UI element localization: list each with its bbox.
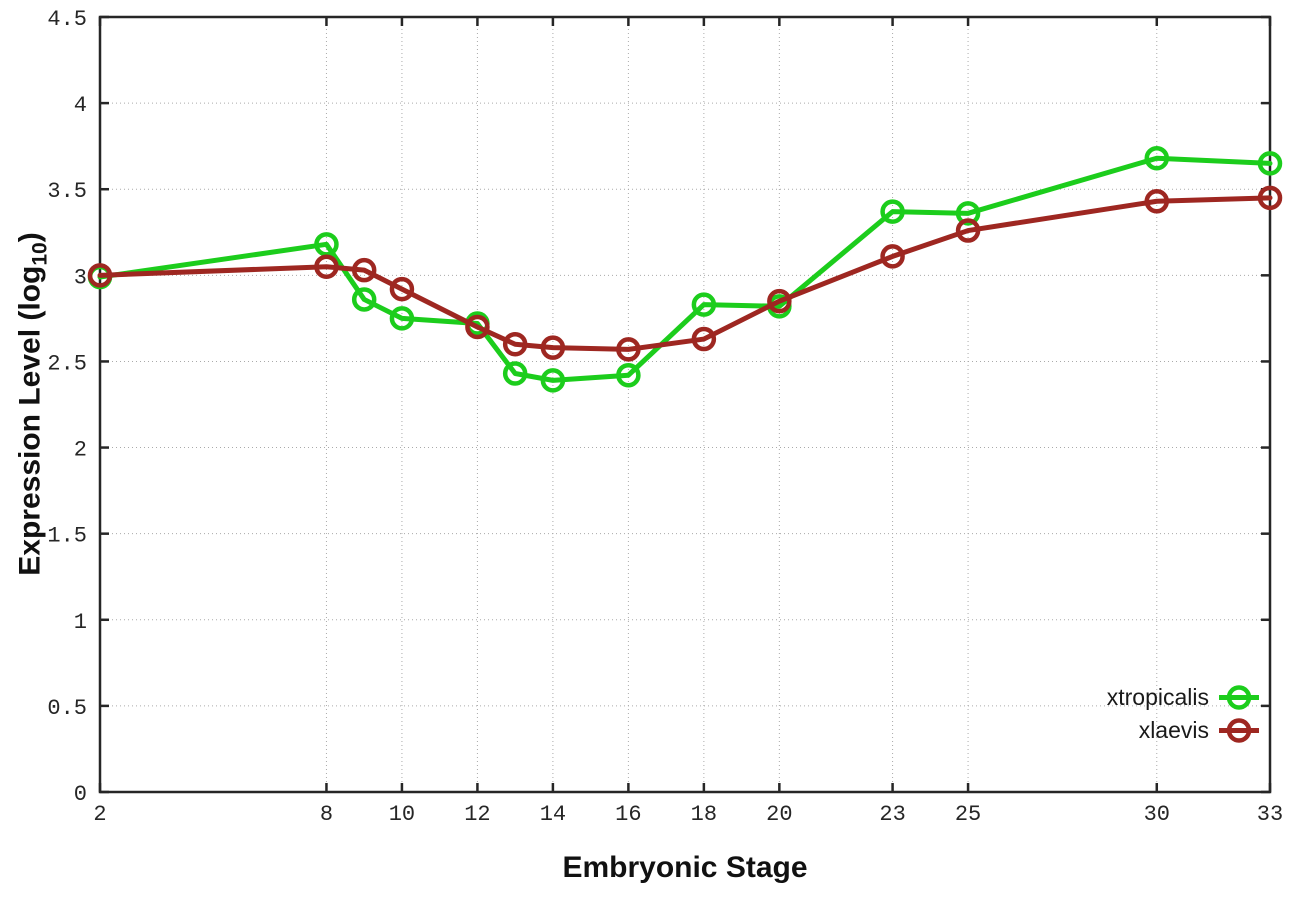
x-tick-label-8: 8 bbox=[320, 802, 333, 827]
y-tick-label-0: 0 bbox=[74, 782, 87, 807]
y-tick-label-3.5: 3.5 bbox=[47, 179, 87, 204]
series-xtropicalis-marker-stage-9 bbox=[351, 287, 377, 312]
series-xtropicalis-line bbox=[97, 155, 1273, 383]
series-xlaevis-marker-stage-9 bbox=[351, 257, 377, 283]
x-axis-title: Embryonic Stage bbox=[562, 851, 808, 884]
y-tick-label-1: 1 bbox=[74, 610, 87, 635]
plot-border bbox=[98, 15, 1272, 794]
series-xtropicalis-marker-stage-14 bbox=[540, 368, 566, 393]
y-tick-label-4.5: 4.5 bbox=[47, 7, 87, 32]
x-tick-label-10: 10 bbox=[389, 802, 415, 827]
series-xtropicalis-marker-stage-10 bbox=[389, 306, 415, 331]
y-axis-title-text: Expression Level (log bbox=[13, 265, 47, 576]
series-xlaevis-marker-stage-8 bbox=[314, 254, 339, 279]
series-xlaevis-marker-stage-30 bbox=[1144, 189, 1170, 214]
series-xlaevis-marker-stage-12 bbox=[465, 314, 490, 340]
series-xlaevis-marker-stage-25 bbox=[955, 218, 981, 243]
series-xtropicalis-marker-stage-23 bbox=[880, 199, 905, 224]
y-tick-label-2: 2 bbox=[74, 438, 87, 463]
legend: xtropicalis xlaevis bbox=[1107, 682, 1260, 746]
series-xlaevis-marker-stage-23 bbox=[880, 244, 905, 269]
series-xtropicalis-marker-stage-13 bbox=[502, 361, 528, 386]
series-xlaevis-marker-stage-2 bbox=[87, 263, 113, 288]
series-xlaevis-marker-stage-20 bbox=[767, 288, 792, 314]
y-tick-label-3: 3 bbox=[74, 265, 87, 290]
series-xlaevis-marker-stage-13 bbox=[502, 331, 528, 357]
legend-label-xlaevis: xlaevis bbox=[1138, 717, 1209, 743]
x-tick-label-23: 23 bbox=[879, 802, 905, 827]
line-marker-icon-xlaevis bbox=[1219, 718, 1259, 743]
y-tick-label-1.5: 1.5 bbox=[47, 524, 87, 549]
series-xlaevis-marker-stage-16 bbox=[616, 337, 641, 362]
series-xlaevis-marker-stage-33 bbox=[1257, 185, 1283, 211]
y-tick-label-4: 4 bbox=[74, 93, 87, 118]
y-axis-title: Expression Level (log10) bbox=[14, 232, 53, 575]
legend-item-xlaevis: xlaevis bbox=[1139, 715, 1260, 746]
x-tick-label-33: 33 bbox=[1257, 802, 1283, 827]
x-tick-label-30: 30 bbox=[1144, 802, 1170, 827]
series-xlaevis-line bbox=[97, 195, 1273, 352]
series-xtropicalis-marker-stage-16 bbox=[616, 362, 641, 388]
x-tick-label-16: 16 bbox=[615, 802, 641, 827]
series-xtropicalis-marker-stage-8 bbox=[314, 232, 339, 257]
y-axis-title-subscript: 10 bbox=[28, 242, 52, 266]
series-xtropicalis-marker-stage-25 bbox=[955, 201, 981, 226]
y-tick-label-0.5: 0.5 bbox=[47, 696, 87, 721]
series-xtropicalis-marker-stage-18 bbox=[691, 292, 717, 317]
legend-label-xtropicalis: xtropicalis bbox=[1106, 684, 1209, 710]
y-tick-label-2.5: 2.5 bbox=[47, 351, 87, 376]
series-xlaevis-marker-stage-14 bbox=[540, 335, 566, 360]
line-marker-icon-xtropicalis bbox=[1219, 685, 1259, 710]
x-tick-label-14: 14 bbox=[540, 802, 566, 827]
series-xlaevis-marker-stage-18 bbox=[691, 326, 717, 352]
series-xlaevis-marker-stage-10 bbox=[389, 276, 415, 302]
x-tick-label-20: 20 bbox=[766, 802, 792, 827]
x-tick-label-25: 25 bbox=[955, 802, 981, 827]
series-xtropicalis-marker-stage-30 bbox=[1144, 145, 1170, 171]
x-tick-label-12: 12 bbox=[464, 802, 490, 827]
series-xtropicalis-marker-stage-33 bbox=[1257, 151, 1283, 176]
legend-item-xtropicalis: xtropicalis bbox=[1107, 682, 1260, 713]
y-axis-title-close-paren: ) bbox=[13, 232, 47, 243]
x-tick-label-18: 18 bbox=[691, 802, 717, 827]
x-tick-label-2: 2 bbox=[93, 802, 106, 827]
